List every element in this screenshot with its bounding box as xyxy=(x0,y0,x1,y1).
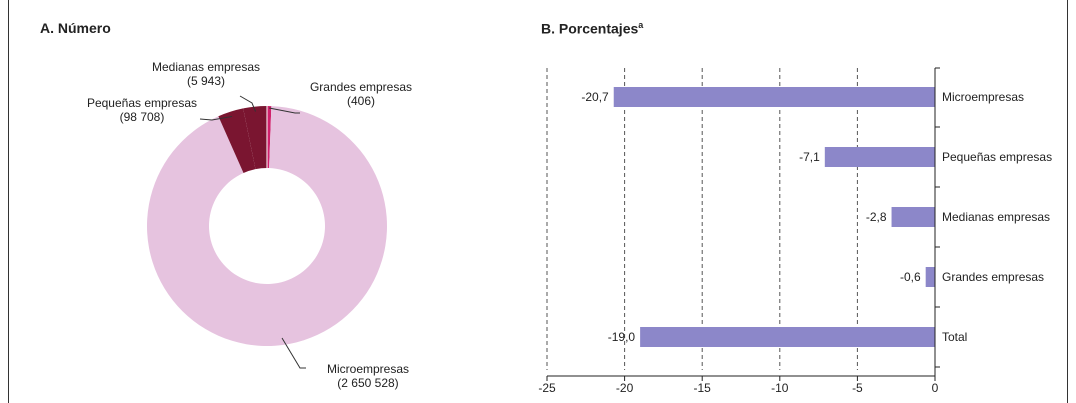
leader-line-medianas xyxy=(239,95,256,112)
x-tick-label-1: -20 xyxy=(616,381,634,395)
value-label-medianas: (5 943) xyxy=(187,74,225,88)
panel-b-title: B. Porcentajesa xyxy=(541,20,644,37)
category-label-grandes-empresas: Grandes empresas xyxy=(942,270,1044,284)
leader-line-microempresas xyxy=(281,337,306,369)
pie-slice-microempresas xyxy=(147,106,387,346)
value-label-microempresas: (2 650 528) xyxy=(337,376,398,390)
x-tick-label-0: -25 xyxy=(538,381,556,395)
pie-slice-grandes xyxy=(267,106,272,169)
category-label-pequenas-empresas: Pequeñas empresas xyxy=(942,150,1052,164)
bar-total xyxy=(640,327,935,347)
pie-slice-medianas xyxy=(243,106,267,170)
label-grandes: Grandes empresas xyxy=(310,80,412,94)
category-label-total: Total xyxy=(942,330,967,344)
leader-line-pequenas xyxy=(199,115,233,121)
bar-grandes-empresas xyxy=(925,267,935,287)
value-label-grandes: (406) xyxy=(347,94,375,108)
figure-frame xyxy=(8,0,1068,403)
category-label-medianas-empresas: Medianas empresas xyxy=(942,210,1050,224)
x-tick-label-5: 0 xyxy=(932,381,939,395)
x-tick-label-3: -10 xyxy=(771,381,789,395)
pie-slice-pequenas xyxy=(218,108,256,173)
bar-pequenas-empresas xyxy=(824,147,935,167)
label-pequenas: Pequeñas empresas xyxy=(87,96,197,110)
x-tick-label-4: -5 xyxy=(852,381,863,395)
label-medianas: Medianas empresas xyxy=(152,60,260,74)
leader-line-grandes xyxy=(269,107,300,114)
category-label-microempresas: Microempresas xyxy=(942,90,1024,104)
panel-a-title: A. Número xyxy=(40,20,111,36)
data-label-medianas-empresas: -2,8 xyxy=(866,210,887,224)
bar-microempresas xyxy=(613,87,935,107)
data-label-pequenas-empresas: -7,1 xyxy=(799,150,820,164)
data-label-grandes-empresas: -0,6 xyxy=(900,270,921,284)
bar-medianas-empresas xyxy=(891,207,935,227)
data-label-microempresas: -20,7 xyxy=(581,90,609,104)
data-label-total: -19,0 xyxy=(608,330,636,344)
x-tick-label-2: -15 xyxy=(694,381,712,395)
value-label-pequenas: (98 708) xyxy=(120,110,165,124)
label-microempresas: Microempresas xyxy=(327,362,409,376)
